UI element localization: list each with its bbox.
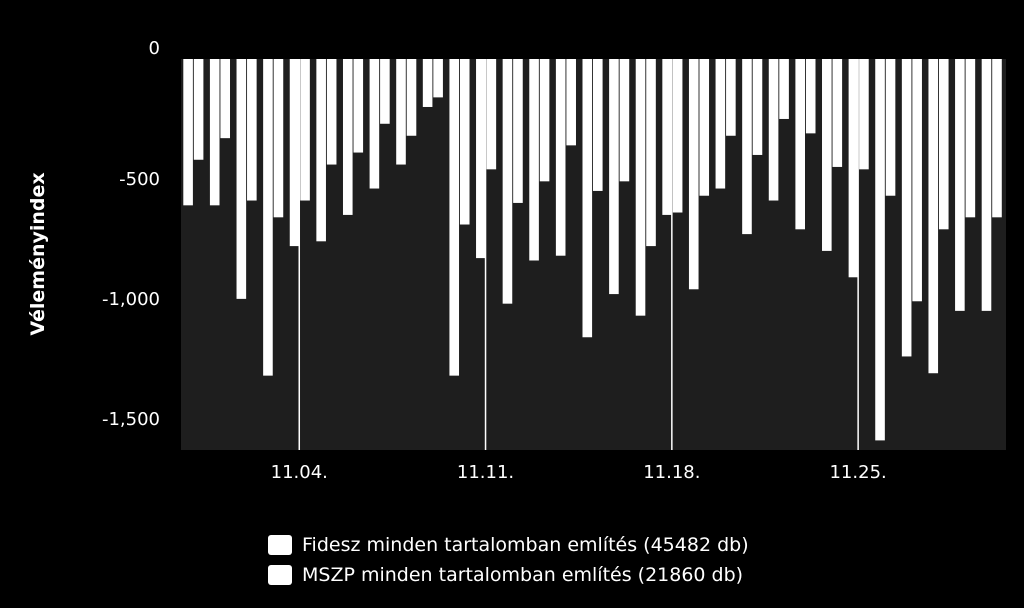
bar-series0-day16[interactable] bbox=[609, 59, 619, 295]
x-tick-label: 11.11. bbox=[457, 462, 514, 483]
bar-series0-day18[interactable] bbox=[662, 59, 672, 215]
bar-series1-day15[interactable] bbox=[592, 59, 603, 191]
bar-series1-day24[interactable] bbox=[832, 59, 843, 167]
legend: Fidesz minden tartalomban említés (45482… bbox=[268, 530, 749, 590]
bar-series1-day1[interactable] bbox=[220, 59, 231, 139]
legend-item-fidesz[interactable]: Fidesz minden tartalomban említés (45482… bbox=[268, 530, 749, 560]
bar-series0-day15[interactable] bbox=[582, 59, 593, 338]
bar-series1-day10[interactable] bbox=[459, 59, 470, 225]
bar-series1-day11[interactable] bbox=[486, 59, 497, 170]
x-tick-label: 11.25. bbox=[829, 462, 886, 483]
bar-series1-day25[interactable] bbox=[859, 59, 869, 170]
bar-series1-day9[interactable] bbox=[433, 59, 443, 98]
bar-series1-day8[interactable] bbox=[406, 59, 417, 136]
bar-series1-day7[interactable] bbox=[380, 59, 390, 124]
legend-swatch-fidesz bbox=[268, 535, 292, 555]
bar-series1-day20[interactable] bbox=[726, 59, 736, 136]
bar-series0-day17[interactable] bbox=[635, 59, 646, 316]
bar-series0-day30[interactable] bbox=[981, 59, 992, 311]
legend-label-mszp: MSZP minden tartalomban említés (21860 d… bbox=[302, 564, 744, 586]
bar-series0-day8[interactable] bbox=[396, 59, 406, 165]
bar-series1-day29[interactable] bbox=[965, 59, 976, 218]
bar-series1-day22[interactable] bbox=[779, 59, 789, 119]
bar-series0-day5[interactable] bbox=[316, 59, 326, 242]
bar-series0-day19[interactable] bbox=[688, 59, 699, 290]
bar-series0-day23[interactable] bbox=[795, 59, 805, 230]
bar-series1-day4[interactable] bbox=[300, 59, 310, 201]
bar-series0-day26[interactable] bbox=[875, 59, 885, 441]
bar-series0-day20[interactable] bbox=[715, 59, 726, 189]
x-tick-label: 11.18. bbox=[643, 462, 700, 483]
bar-series1-day27[interactable] bbox=[912, 59, 922, 302]
y-tick-label: -1,000 bbox=[102, 289, 160, 310]
y-tick-label: -1,500 bbox=[102, 409, 160, 430]
bar-series1-day17[interactable] bbox=[646, 59, 656, 247]
bar-series0-day9[interactable] bbox=[422, 59, 433, 107]
bar-series0-day13[interactable] bbox=[529, 59, 539, 261]
legend-swatch-mszp bbox=[268, 565, 292, 585]
bar-series0-day31[interactable] bbox=[183, 59, 193, 206]
bar-series1-day16[interactable] bbox=[619, 59, 630, 182]
bar-series1-day31[interactable] bbox=[193, 59, 204, 160]
legend-item-mszp[interactable]: MSZP minden tartalomban említés (21860 d… bbox=[268, 560, 749, 590]
bar-series0-day12[interactable] bbox=[502, 59, 513, 304]
bar-series1-day5[interactable] bbox=[326, 59, 337, 165]
y-tick-label: 0 bbox=[149, 38, 160, 59]
bar-series1-day6[interactable] bbox=[353, 59, 364, 153]
bar-series1-day26[interactable] bbox=[885, 59, 896, 196]
y-tick-label: -500 bbox=[119, 169, 160, 190]
y-axis-label: Véleményindex bbox=[27, 172, 49, 335]
bar-series1-day14[interactable] bbox=[566, 59, 576, 146]
bar-series0-day14[interactable] bbox=[555, 59, 566, 256]
bar-series1-day21[interactable] bbox=[752, 59, 763, 155]
bar-series0-day2[interactable] bbox=[236, 59, 247, 299]
bar-series0-day1[interactable] bbox=[209, 59, 220, 206]
bar-series0-day21[interactable] bbox=[742, 59, 752, 235]
bar-series0-day28[interactable] bbox=[928, 59, 939, 374]
bar-series0-day25[interactable] bbox=[848, 59, 859, 278]
bar-series1-day2[interactable] bbox=[247, 59, 257, 201]
bar-series0-day29[interactable] bbox=[955, 59, 965, 311]
bar-series0-day27[interactable] bbox=[901, 59, 912, 357]
bar-series1-day3[interactable] bbox=[273, 59, 284, 218]
legend-label-fidesz: Fidesz minden tartalomban említés (45482… bbox=[302, 534, 749, 556]
x-tick-label: 11.04. bbox=[271, 462, 328, 483]
bar-series1-day18[interactable] bbox=[672, 59, 683, 213]
bar-series1-day28[interactable] bbox=[938, 59, 949, 230]
bar-series1-day13[interactable] bbox=[539, 59, 550, 182]
bar-series0-day6[interactable] bbox=[342, 59, 353, 215]
bar-series0-day22[interactable] bbox=[768, 59, 779, 201]
bar-series1-day30[interactable] bbox=[992, 59, 1002, 218]
bar-series0-day24[interactable] bbox=[822, 59, 832, 251]
bar-series0-day11[interactable] bbox=[476, 59, 486, 259]
bar-series0-day10[interactable] bbox=[449, 59, 460, 376]
bar-series1-day23[interactable] bbox=[805, 59, 816, 134]
bar-series0-day4[interactable] bbox=[289, 59, 300, 247]
bar-series0-day7[interactable] bbox=[369, 59, 380, 189]
bar-series1-day12[interactable] bbox=[513, 59, 523, 203]
bar-series0-day3[interactable] bbox=[263, 59, 273, 376]
bar-series1-day19[interactable] bbox=[699, 59, 710, 196]
